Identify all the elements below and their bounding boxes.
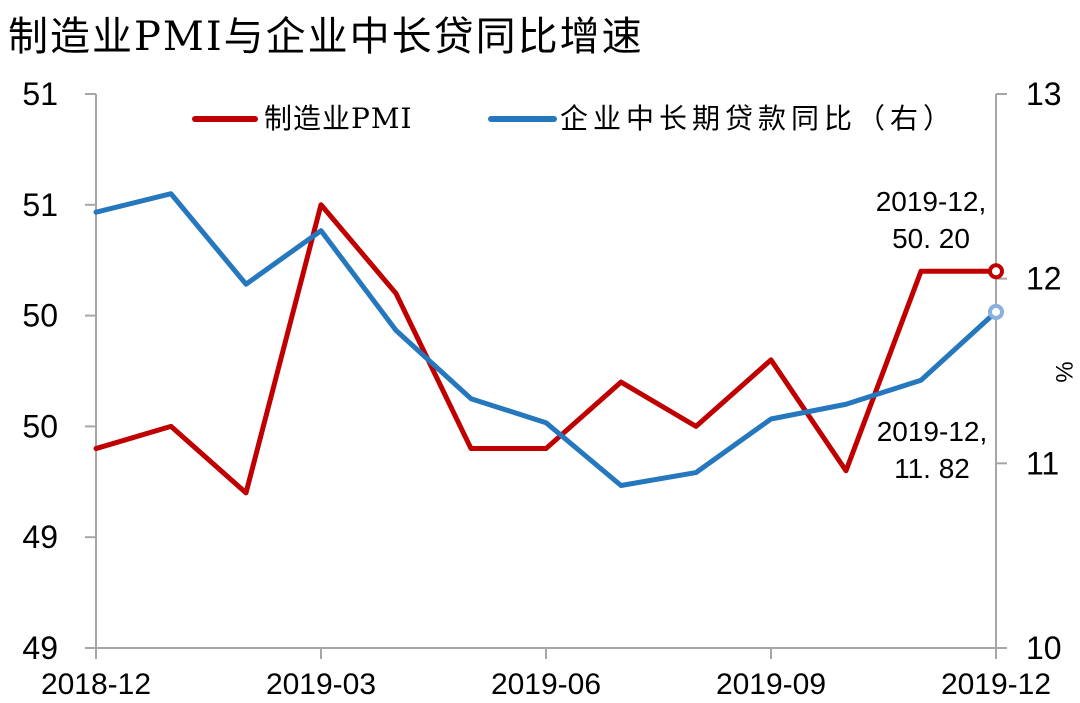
annotation-loan-value: 11. 82	[894, 453, 970, 484]
x-axis-tick-label: 2018-12	[41, 668, 151, 701]
left-axis-tick-label: 50	[22, 408, 58, 444]
series-end-marker-1	[988, 303, 1004, 320]
left-axis-tick-label: 51	[22, 187, 58, 223]
legend-line-swatch-pmi	[192, 116, 258, 122]
legend-label-pmi: 制造业PMI	[264, 102, 413, 135]
series-line-0	[93, 202, 999, 496]
left-axis-tick-label: 51	[22, 76, 58, 112]
x-axis-tick-label: 2019-06	[491, 668, 601, 701]
annotation-loan: 2019-12, 11. 82	[857, 413, 1007, 487]
left-axis-tick-label: 49	[22, 630, 58, 666]
annotation-loan-date: 2019-12,	[876, 416, 988, 447]
chart-title: 制造业PMI与企业中长贷同比增速	[8, 14, 644, 60]
left-axis-tick-label: 50	[22, 298, 58, 334]
left-axis-tick-label: 49	[22, 519, 58, 555]
right-axis-unit-label: %	[1050, 361, 1077, 382]
x-axis-tick-label: 2019-03	[266, 668, 376, 701]
right-axis-tick-label: 12	[1026, 261, 1062, 297]
right-axis-tick-label: 11	[1026, 445, 1059, 481]
right-axis-tick-label: 13	[1026, 76, 1062, 112]
x-axis-tick-label: 2019-09	[716, 668, 826, 701]
legend-label-loan: 企业中长期贷款同比（右）	[560, 102, 957, 135]
annotation-pmi-date: 2019-12,	[875, 186, 987, 217]
series-line-1	[93, 191, 999, 488]
annotation-pmi: 2019-12, 50. 20	[856, 183, 1006, 257]
right-axis-tick-label: 10	[1026, 630, 1062, 666]
legend-line-swatch-loan	[488, 116, 557, 122]
series-end-marker-0	[988, 263, 1004, 280]
x-axis-tick-label: 2019-12	[941, 668, 1051, 701]
annotation-pmi-value: 50. 20	[892, 223, 970, 254]
